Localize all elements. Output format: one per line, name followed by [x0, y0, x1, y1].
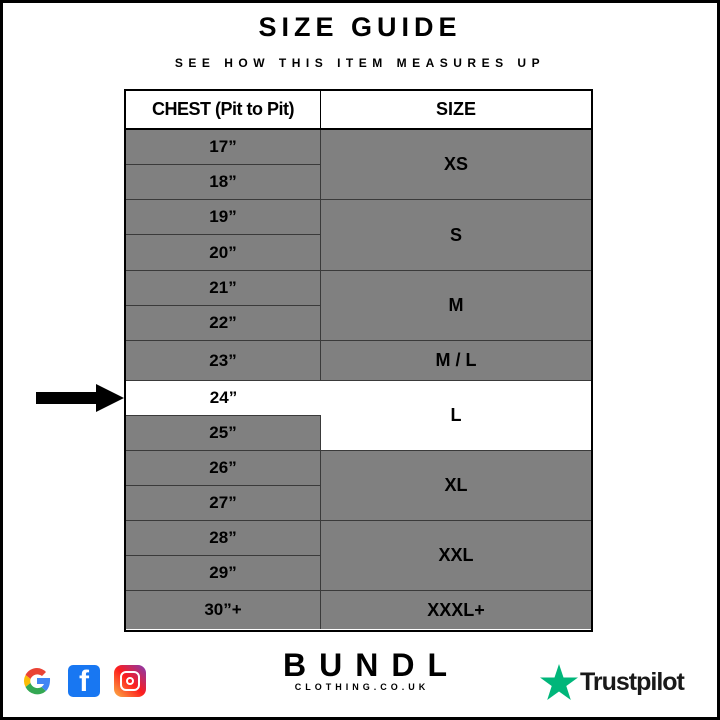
instagram-icon[interactable]: [114, 665, 146, 697]
star-icon: [540, 664, 578, 700]
page-title: SIZE GUIDE: [258, 12, 462, 42]
chest-cell-highlighted: 24”: [126, 381, 321, 416]
chest-cell: 22”: [126, 306, 321, 341]
brand-url: CLOTHING.CO.UK: [294, 682, 430, 692]
chest-cell: 28”: [126, 521, 321, 556]
google-icon[interactable]: [20, 664, 54, 698]
size-cell: S: [321, 200, 591, 271]
chest-cell: 21”: [126, 271, 321, 306]
size-cell: M / L: [321, 341, 591, 381]
chest-cell: 26”: [126, 451, 321, 486]
chest-cell: 30”+: [126, 591, 321, 629]
size-cell: XXXL+: [321, 591, 591, 629]
chest-cell: 25”: [126, 416, 321, 451]
chest-cell: 20”: [126, 235, 321, 271]
size-cell-highlighted: L: [321, 381, 591, 451]
chest-cell: 18”: [126, 165, 321, 200]
brand-logo: BUNDL CLOTHING.CO.UK: [270, 648, 450, 692]
size-cell: XXL: [321, 521, 591, 591]
social-icons: f: [20, 664, 146, 698]
page-subtitle: SEE HOW THIS ITEM MEASURES UP: [174, 56, 546, 70]
trustpilot-label: Trustpilot: [580, 667, 685, 696]
arrow-right-icon: [36, 384, 124, 412]
trustpilot-logo[interactable]: Trustpilot: [540, 664, 685, 700]
size-cell: XL: [321, 451, 591, 521]
chest-cell: 19”: [126, 200, 321, 235]
column-header-size: SIZE: [321, 91, 591, 130]
facebook-icon[interactable]: f: [68, 665, 100, 697]
size-cell: XS: [321, 130, 591, 200]
size-table: CHEST (Pit to Pit) SIZE 17” 18” 19” 20” …: [124, 89, 593, 632]
chest-cell: 17”: [126, 130, 321, 165]
chest-cell: 27”: [126, 486, 321, 521]
size-cell: M: [321, 271, 591, 341]
chest-cell: 29”: [126, 556, 321, 591]
chest-cell: 23”: [126, 341, 321, 381]
column-header-chest: CHEST (Pit to Pit): [126, 91, 321, 130]
brand-name: BUNDL: [283, 647, 460, 683]
